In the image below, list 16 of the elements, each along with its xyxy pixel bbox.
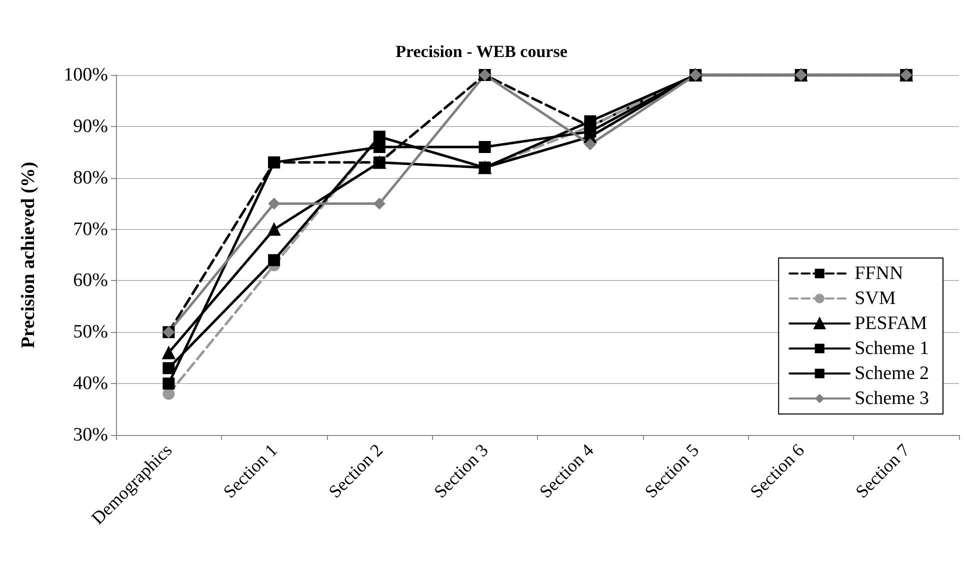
- y-tick-label: 60%: [73, 270, 108, 292]
- legend-label: FFNN: [854, 263, 904, 284]
- legend-label: SVM: [854, 288, 896, 309]
- y-tick-label: 80%: [73, 167, 108, 188]
- y-tick-label: 70%: [73, 218, 108, 240]
- y-tick-label: 100%: [64, 64, 108, 86]
- legend-label: PESFAM: [854, 313, 928, 334]
- y-tick-label: 50%: [73, 322, 108, 343]
- chart-title: Precision - WEB course: [396, 42, 568, 61]
- y-tick-label: 90%: [73, 116, 108, 137]
- legend-label: Scheme 2: [854, 363, 930, 384]
- legend-label: Scheme 3: [854, 388, 930, 409]
- legend-label: Scheme 1: [854, 338, 930, 359]
- y-tick-label: 40%: [73, 373, 108, 394]
- y-tick-label: 30%: [73, 424, 108, 446]
- y-axis-title: Precision achieved (%): [18, 162, 39, 348]
